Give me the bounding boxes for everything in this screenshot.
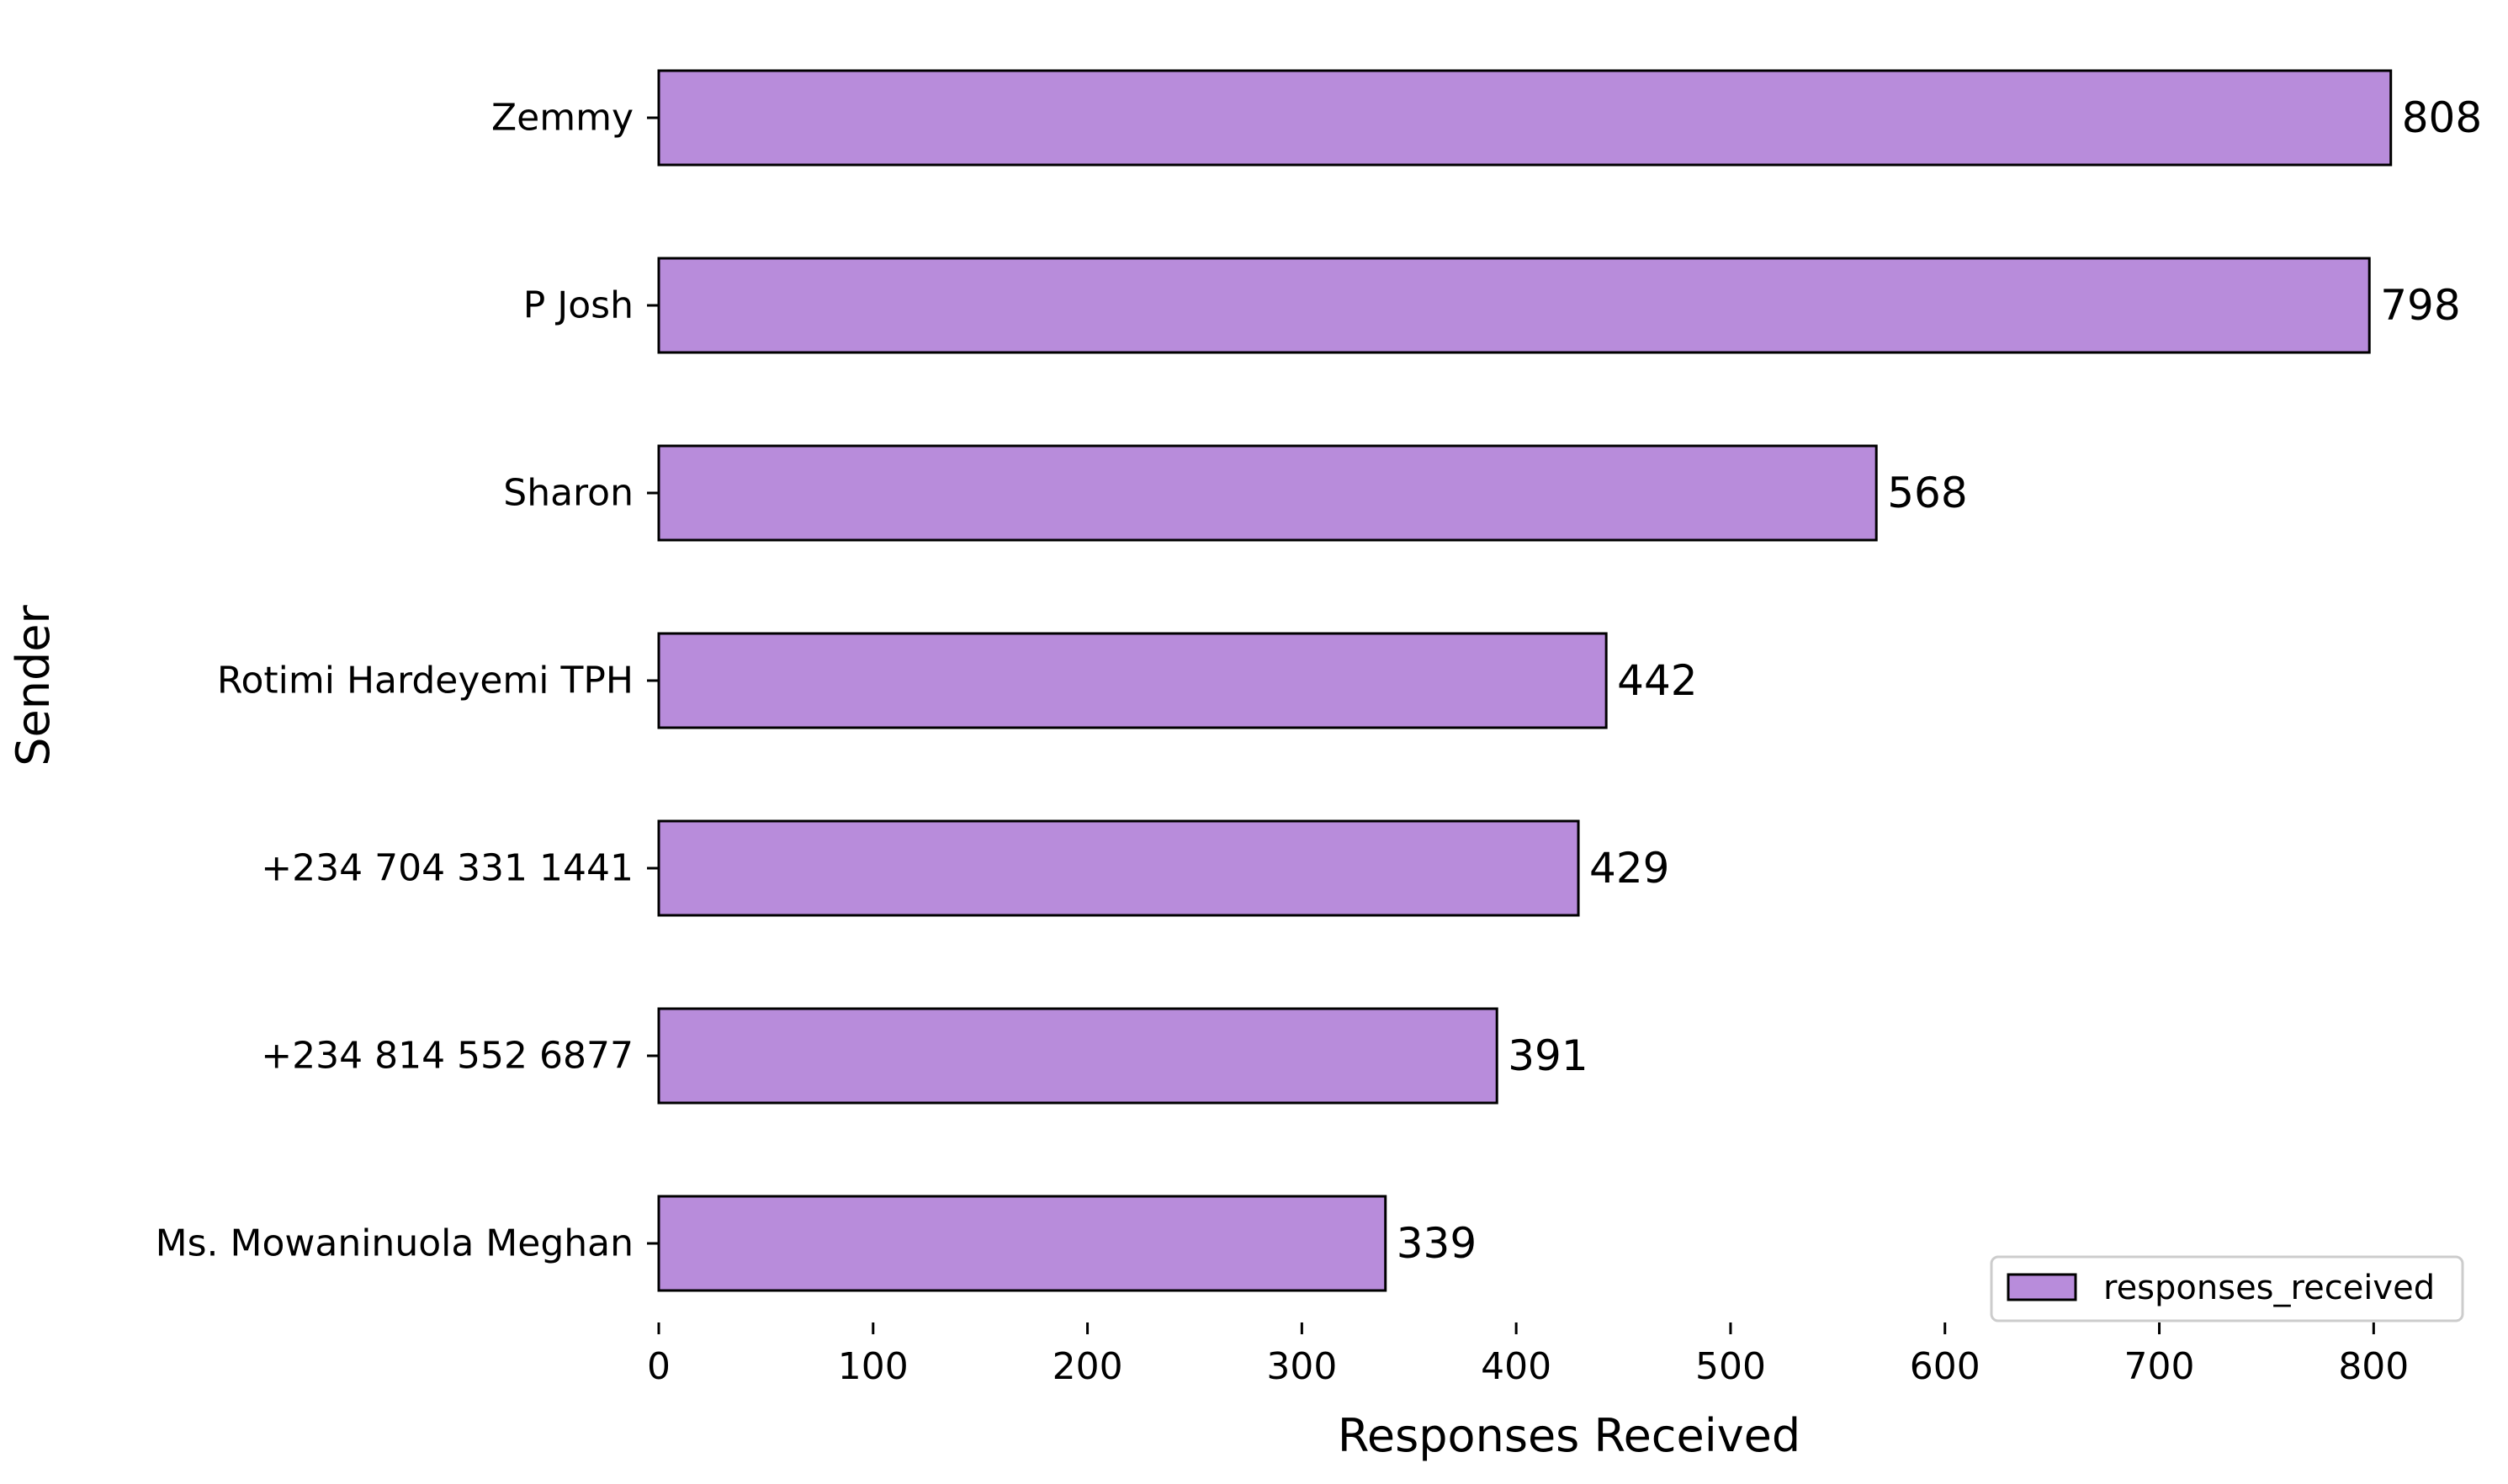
bar (657, 1007, 1498, 1105)
y-axis: Zemmy P Josh Sharon Rotimi Hardeyemi TPH +23… (156, 97, 659, 1265)
y-tick-label: P Josh (523, 284, 634, 327)
y-tick-label: Zemmy (491, 97, 634, 140)
y-tick-label: Sharon (503, 472, 634, 515)
y-tick-label: +234 814 552 6877 (261, 1035, 634, 1078)
bar (657, 257, 2371, 354)
bar-value-label: 339 (1397, 1219, 1477, 1268)
bar-value-label: 568 (1887, 469, 1967, 517)
y-axis-title: Sender (7, 604, 60, 766)
bar (657, 69, 2393, 167)
legend-label: responses_received (2103, 1269, 2435, 1307)
x-tick-label: 800 (2338, 1345, 2409, 1388)
x-axis-title: Responses Received (1338, 1409, 1800, 1462)
y-tick-label: Ms. Mowaninuola Meghan (156, 1222, 634, 1265)
bar-value-label: 442 (1617, 656, 1697, 705)
bar (657, 444, 1878, 542)
value-labels-group: 808 798 568 442 429 391 339 (1397, 93, 2482, 1268)
bar-value-label: 798 (2380, 281, 2460, 330)
bar-value-label: 808 (2402, 93, 2482, 142)
bar (657, 819, 1580, 917)
legend: responses_received (1990, 1255, 2464, 1322)
x-tick-label: 700 (2124, 1345, 2195, 1388)
x-tick-label: 500 (1695, 1345, 1766, 1388)
bar (657, 632, 1608, 729)
x-tick-label: 600 (1910, 1345, 1980, 1388)
legend-swatch (2007, 1273, 2077, 1301)
bar-value-label: 391 (1508, 1031, 1588, 1080)
x-tick-label: 100 (838, 1345, 909, 1388)
y-tick-label: Rotimi Hardeyemi TPH (217, 660, 634, 702)
bar-value-label: 429 (1589, 844, 1669, 893)
bars-group (657, 69, 2393, 1292)
x-tick-label: 300 (1266, 1345, 1337, 1388)
x-tick-label: 400 (1481, 1345, 1551, 1388)
x-axis: 0 100 200 300 400 500 600 700 800 (647, 1322, 2409, 1388)
x-tick-label: 200 (1053, 1345, 1123, 1388)
x-tick-label: 0 (647, 1345, 671, 1388)
y-tick-label: +234 704 331 1441 (261, 847, 634, 890)
bar (657, 1195, 1387, 1292)
legend-box (1990, 1255, 2464, 1322)
